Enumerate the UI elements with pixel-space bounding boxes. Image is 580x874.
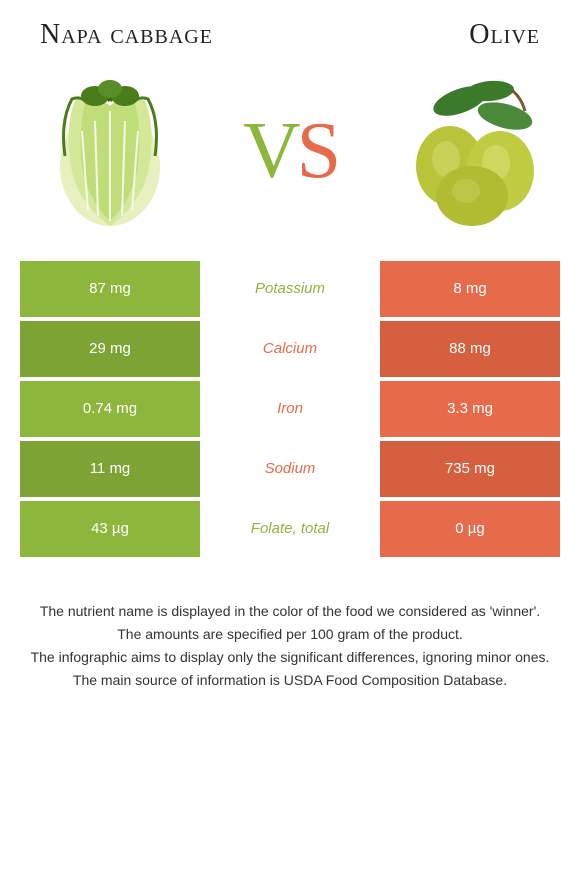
nutrient-name: Potassium bbox=[200, 261, 380, 317]
vs-label: VS bbox=[243, 111, 337, 191]
table-row: 43 µgFolate, total0 µg bbox=[20, 501, 560, 557]
left-value: 0.74 mg bbox=[20, 381, 200, 437]
table-row: 11 mgSodium735 mg bbox=[20, 441, 560, 497]
right-value: 88 mg bbox=[380, 321, 560, 377]
left-value: 43 µg bbox=[20, 501, 200, 557]
left-value: 11 mg bbox=[20, 441, 200, 497]
table-row: 0.74 mgIron3.3 mg bbox=[20, 381, 560, 437]
table-row: 87 mgPotassium8 mg bbox=[20, 261, 560, 317]
left-value: 29 mg bbox=[20, 321, 200, 377]
images-row: VS bbox=[0, 61, 580, 261]
nutrient-name: Iron bbox=[200, 381, 380, 437]
footnote-line: The main source of information is USDA F… bbox=[20, 670, 560, 691]
right-value: 8 mg bbox=[380, 261, 560, 317]
footnote-line: The amounts are specified per 100 gram o… bbox=[20, 624, 560, 645]
vs-v: V bbox=[243, 107, 297, 195]
footnote-line: The infographic aims to display only the… bbox=[20, 647, 560, 668]
nutrient-name: Sodium bbox=[200, 441, 380, 497]
right-value: 0 µg bbox=[380, 501, 560, 557]
nutrient-name: Folate, total bbox=[200, 501, 380, 557]
vs-s: S bbox=[297, 107, 338, 195]
left-food-title: Napa cabbage bbox=[40, 20, 240, 51]
footnotes: The nutrient name is displayed in the co… bbox=[0, 561, 580, 691]
right-value: 3.3 mg bbox=[380, 381, 560, 437]
nutrient-table: 87 mgPotassium8 mg29 mgCalcium88 mg0.74 … bbox=[0, 261, 580, 557]
right-food-title: Olive bbox=[340, 20, 540, 51]
left-food-image bbox=[30, 71, 190, 231]
left-value: 87 mg bbox=[20, 261, 200, 317]
right-value: 735 mg bbox=[380, 441, 560, 497]
footnote-line: The nutrient name is displayed in the co… bbox=[20, 601, 560, 622]
nutrient-name: Calcium bbox=[200, 321, 380, 377]
right-food-image bbox=[390, 71, 550, 231]
header: Napa cabbage Olive bbox=[0, 0, 580, 61]
table-row: 29 mgCalcium88 mg bbox=[20, 321, 560, 377]
